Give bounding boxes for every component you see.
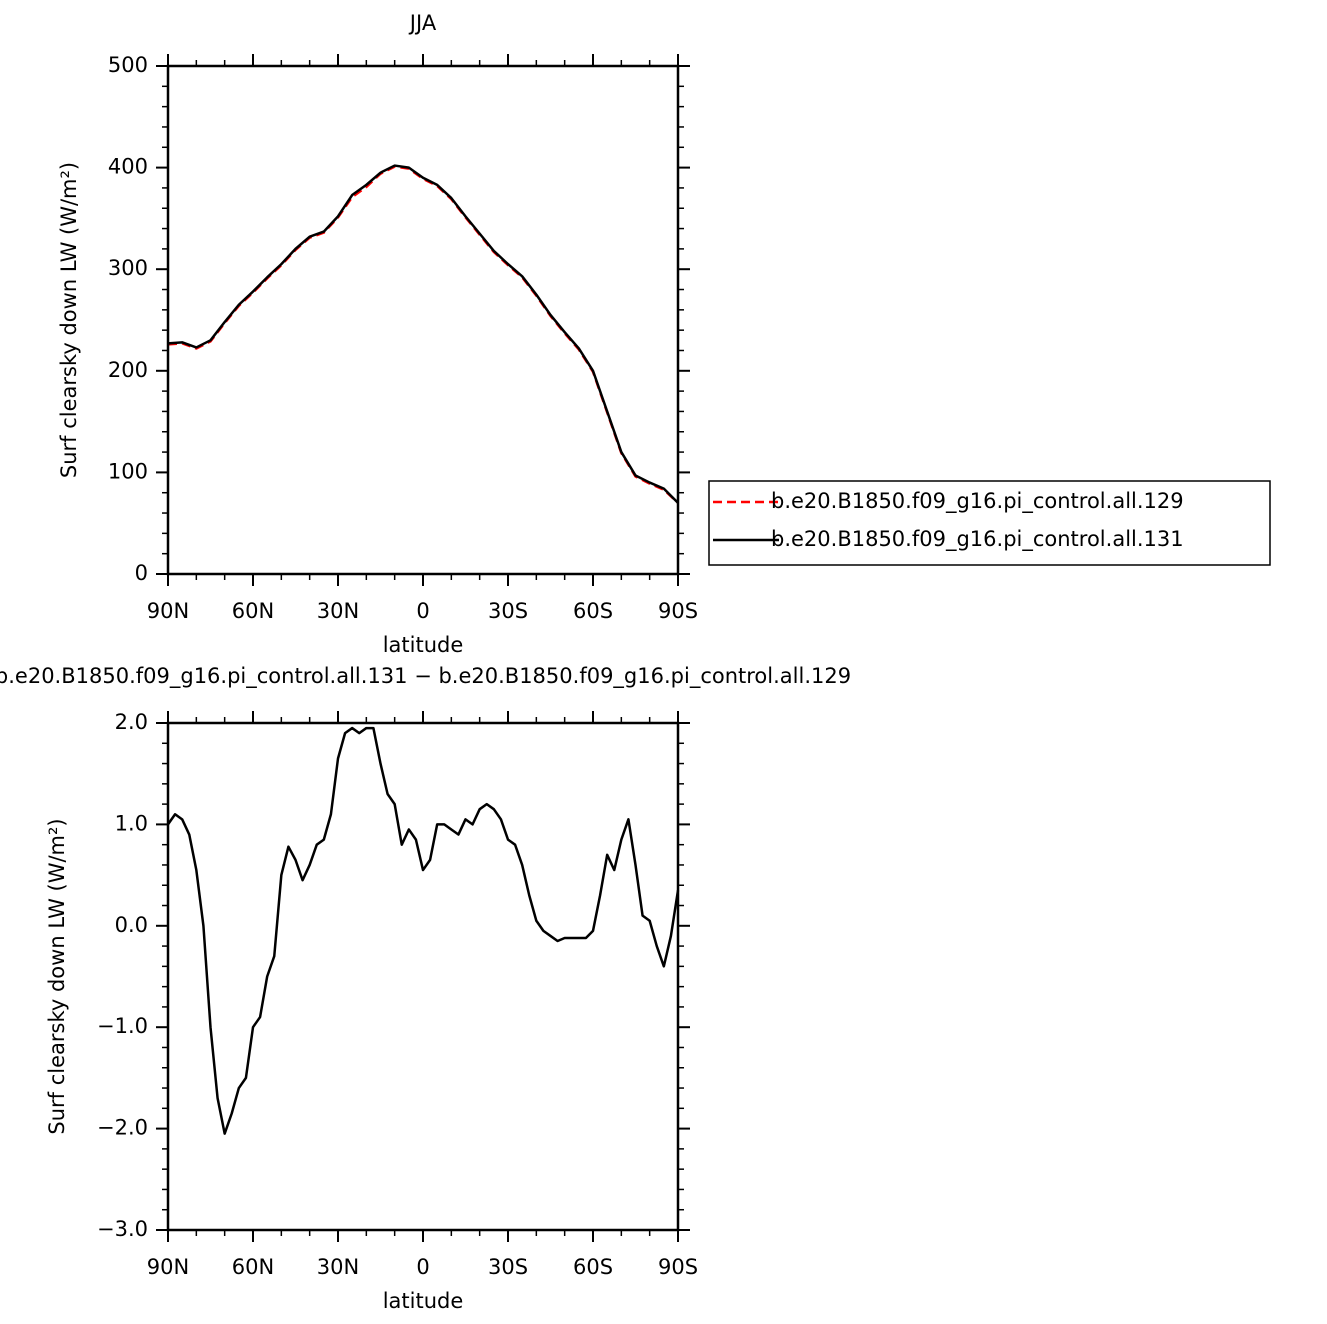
data-line (166, 726, 680, 1135)
x-tick-label: 90N (147, 1255, 189, 1279)
y-axis-label: Surf clearsky down LW (W/m²) (57, 162, 81, 478)
y-tick-label: −3.0 (97, 1217, 148, 1241)
y-tick-label: 0 (135, 561, 148, 585)
plot-frame (166, 64, 680, 576)
legend-label: b.e20.B1850.f09_g16.pi_control.all.131 (771, 527, 1184, 552)
y-tick-label: −1.0 (97, 1014, 148, 1038)
data-line (167, 164, 679, 504)
chart-title: JJA (408, 11, 437, 35)
legend-label: b.e20.B1850.f09_g16.pi_control.all.129 (771, 489, 1184, 514)
legend-box (708, 480, 1271, 566)
x-tick-label: 0 (416, 599, 429, 623)
y-tick-label: 500 (108, 53, 148, 77)
y-tick-label: 400 (108, 155, 148, 179)
x-tick-label: 60N (232, 599, 274, 623)
y-tick-label: −2.0 (97, 1116, 148, 1140)
x-tick-label: 30S (488, 599, 528, 623)
y-axis-label: Surf clearsky down LW (W/m²) (45, 818, 69, 1134)
x-tick-label: 60S (573, 599, 613, 623)
x-axis-label: latitude (383, 1289, 464, 1313)
x-tick-label: 60N (232, 1255, 274, 1279)
y-tick-label: 1.0 (115, 811, 148, 835)
x-tick-label: 30S (488, 1255, 528, 1279)
plot-frame (166, 721, 680, 1232)
y-tick-label: 300 (108, 256, 148, 280)
x-tick-label: 90S (658, 599, 698, 623)
x-tick-label: 90N (147, 599, 189, 623)
x-tick-label: 30N (317, 599, 359, 623)
y-tick-label: 200 (108, 358, 148, 382)
y-tick-label: 100 (108, 459, 148, 483)
x-axis-label: latitude (383, 633, 464, 657)
y-tick-label: 2.0 (115, 710, 148, 734)
y-tick-label: 0.0 (115, 913, 148, 937)
x-tick-label: 60S (573, 1255, 613, 1279)
x-tick-label: 90S (658, 1255, 698, 1279)
chart-title: b.e20.B1850.f09_g16.pi_control.all.131 −… (0, 664, 851, 689)
data-line (167, 165, 679, 504)
x-tick-label: 30N (317, 1255, 359, 1279)
x-tick-label: 0 (416, 1255, 429, 1279)
